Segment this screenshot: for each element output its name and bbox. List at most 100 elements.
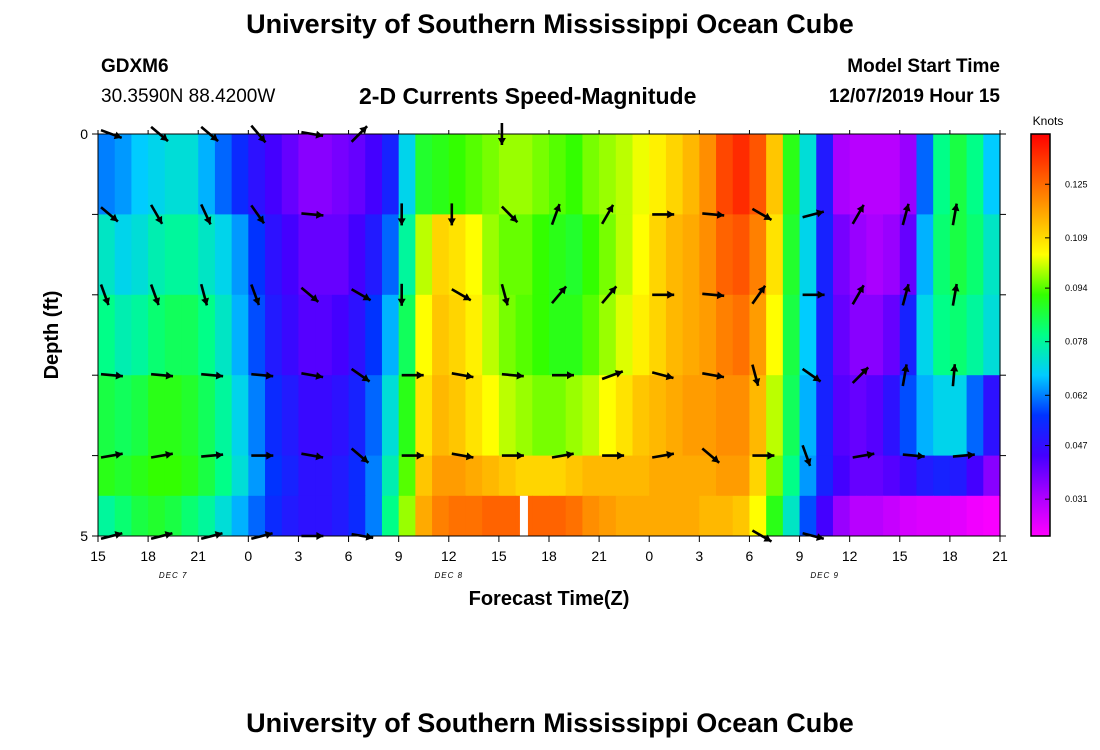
current-vector-arrow xyxy=(199,283,209,306)
heatmap-cell xyxy=(398,455,416,497)
current-vector-arrow xyxy=(601,370,624,381)
current-vector-arrow xyxy=(852,451,875,459)
colorbar-tick-label: 0.094 xyxy=(1065,283,1088,293)
current-vector-arrow xyxy=(397,203,406,226)
heatmap-cell xyxy=(348,134,366,215)
heatmap-cell xyxy=(899,134,918,215)
heatmap-cell xyxy=(482,134,500,215)
colorbar-tick-label: 0.125 xyxy=(1065,179,1088,189)
heatmap-cell xyxy=(949,134,968,215)
colorbar-ticks: 0.031 0.047 0.062 0.078 0.094 0.109 0.125 xyxy=(1045,179,1088,504)
heatmap-cell xyxy=(315,134,333,215)
heatmap-cell xyxy=(766,134,784,215)
heatmap-cell xyxy=(532,134,550,215)
heatmap-cell xyxy=(498,294,517,376)
heatmap-cell xyxy=(883,294,901,376)
current-vector-arrow xyxy=(801,444,812,467)
heatmap-cell xyxy=(365,495,383,537)
heatmap-cell xyxy=(214,294,233,376)
heatmap-cell xyxy=(866,495,884,537)
heatmap-cell xyxy=(331,294,350,376)
heatmap-cell xyxy=(281,294,300,376)
heatmap-cell xyxy=(465,134,483,215)
heatmap-cell xyxy=(682,134,700,215)
heatmap-cell xyxy=(381,214,400,296)
heatmap-cell xyxy=(448,455,467,497)
heatmap-cell xyxy=(348,294,366,376)
heatmap-cell xyxy=(649,294,667,376)
heatmap-cell xyxy=(732,134,751,215)
heatmap-cell xyxy=(265,214,283,296)
current-vector-arrow xyxy=(250,284,261,306)
heatmap-cell xyxy=(281,375,300,456)
heatmap-cell xyxy=(782,134,801,215)
heatmap-cell xyxy=(348,375,366,456)
heatmap-cell xyxy=(164,495,183,537)
heatmap-cell xyxy=(966,294,984,376)
heatmap-cell xyxy=(198,294,216,376)
current-vector-arrow xyxy=(350,447,370,464)
heatmap-cell xyxy=(866,134,884,215)
current-vector-arrow xyxy=(851,204,865,225)
main-title: University of Southern Mississippi Ocean… xyxy=(246,9,854,39)
heatmap-cell xyxy=(298,375,316,456)
heatmap-cell xyxy=(749,214,767,296)
heatmap-cell xyxy=(214,134,233,215)
current-vector-arrow xyxy=(250,204,266,225)
heatmap-cell xyxy=(966,455,984,497)
heatmap-cell xyxy=(966,375,984,456)
heatmap-cell xyxy=(515,294,533,376)
heatmap-cell xyxy=(365,134,383,215)
heatmap-cell xyxy=(649,495,667,537)
heatmap-cell xyxy=(933,214,951,296)
current-vector-arrow xyxy=(651,451,675,459)
heatmap-cell xyxy=(782,495,801,537)
heatmap-cell xyxy=(181,134,199,215)
heatmap-cell xyxy=(983,455,1001,497)
heatmap-cell xyxy=(632,134,650,215)
heatmap-cell xyxy=(465,495,483,537)
date-label: DEC 8 xyxy=(434,571,463,580)
heatmap-cell xyxy=(331,375,350,456)
heatmap-cell xyxy=(248,214,266,296)
heatmap-cell xyxy=(615,214,634,296)
heatmap-cell xyxy=(816,134,834,215)
heatmap-cell xyxy=(114,294,132,376)
heatmap-cell xyxy=(949,495,968,537)
current-vector-arrow xyxy=(902,452,925,460)
heatmap-cell xyxy=(682,495,700,537)
heatmap-cell xyxy=(849,495,867,537)
current-vector-arrow xyxy=(802,209,825,219)
x-tick-label: 6 xyxy=(746,548,754,564)
heatmap-cell xyxy=(381,375,400,456)
heatmap-cell xyxy=(415,134,433,215)
heatmap-cell xyxy=(799,134,817,215)
heatmap-cell xyxy=(398,294,416,376)
heatmap-cell xyxy=(682,375,700,456)
heatmap-cell xyxy=(432,495,450,537)
heatmap-cell xyxy=(315,294,333,376)
current-vector-arrow xyxy=(751,364,761,387)
heatmap-cell xyxy=(432,455,450,497)
heatmap-cell xyxy=(866,375,884,456)
heatmap-cell xyxy=(482,294,500,376)
heatmap-cell xyxy=(148,455,166,497)
heatmap-cell xyxy=(415,375,433,456)
heatmap-cell xyxy=(331,495,350,537)
heatmap-cell xyxy=(448,134,467,215)
heatmap-cell xyxy=(866,294,884,376)
colorbar: Knots 0.031 0.047 0.062 0.078 0.094 0.109 0.12… xyxy=(1030,114,1088,537)
current-vector-arrow xyxy=(149,204,164,225)
heatmap-cell xyxy=(315,495,333,537)
heatmap-cell xyxy=(482,455,500,497)
current-vector-arrow xyxy=(501,371,524,380)
heatmap-cells xyxy=(98,134,1001,537)
current-vector-arrow xyxy=(150,451,174,459)
heatmap-cell xyxy=(298,134,316,215)
heatmap-cell xyxy=(766,375,784,456)
heatmap-cell xyxy=(832,294,851,376)
heatmap-cell xyxy=(214,495,233,537)
heatmap-cell xyxy=(248,375,266,456)
heatmap-cell xyxy=(98,294,116,376)
heatmap-cell xyxy=(381,495,400,537)
